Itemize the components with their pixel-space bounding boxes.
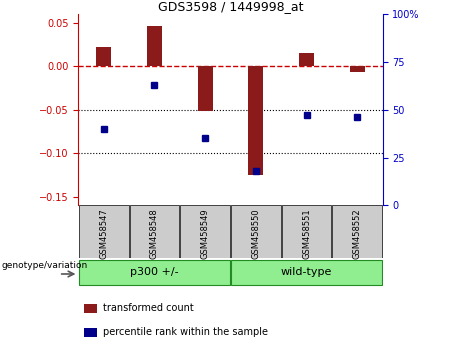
Bar <box>349 66 365 72</box>
Bar <box>96 47 112 66</box>
Text: wild-type: wild-type <box>281 267 332 277</box>
Bar <box>248 66 264 175</box>
Bar <box>282 205 331 258</box>
Bar <box>84 328 97 337</box>
Text: p300 +/-: p300 +/- <box>130 267 179 277</box>
Bar <box>198 66 213 112</box>
Text: GSM458549: GSM458549 <box>201 208 210 259</box>
Bar <box>180 205 230 258</box>
Text: transformed count: transformed count <box>103 303 194 313</box>
Bar <box>231 260 382 285</box>
Text: GSM458548: GSM458548 <box>150 208 159 259</box>
Text: GSM458547: GSM458547 <box>99 208 108 259</box>
Bar <box>299 53 314 66</box>
Bar <box>231 205 281 258</box>
Text: genotype/variation: genotype/variation <box>1 261 88 270</box>
Bar <box>84 304 97 313</box>
Text: GSM458552: GSM458552 <box>353 208 362 259</box>
Bar <box>147 26 162 66</box>
Bar <box>79 205 129 258</box>
Text: GSM458551: GSM458551 <box>302 208 311 259</box>
Bar <box>130 205 179 258</box>
Bar <box>79 260 230 285</box>
Bar <box>332 205 382 258</box>
Text: percentile rank within the sample: percentile rank within the sample <box>103 327 268 337</box>
Title: GDS3598 / 1449998_at: GDS3598 / 1449998_at <box>158 0 303 13</box>
Text: GSM458550: GSM458550 <box>251 208 260 259</box>
